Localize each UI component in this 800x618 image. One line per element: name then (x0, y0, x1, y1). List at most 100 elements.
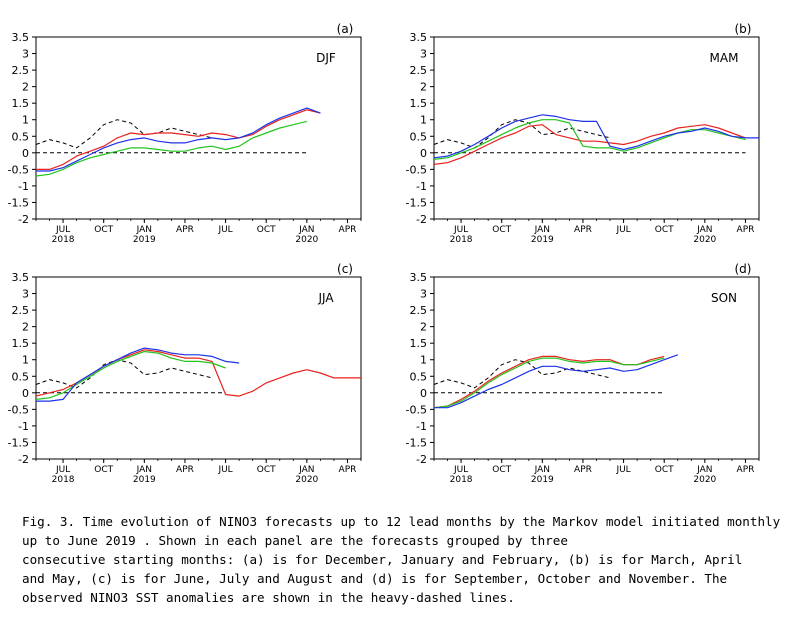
series-line-green (433, 357, 665, 409)
x-tick-label: JUL (453, 225, 468, 235)
x-year-label: 2020 (693, 235, 716, 245)
x-year-label: 2018 (450, 235, 473, 245)
panel-label: (a) (337, 22, 354, 36)
x-tick-label: JAN (136, 225, 152, 235)
panel-label: (c) (337, 262, 353, 276)
y-tick-label: -1 (18, 180, 29, 193)
y-tick-label: 1 (420, 354, 427, 367)
y-tick-label: -0.5 (406, 403, 427, 416)
y-tick-label: 3.5 (12, 271, 30, 284)
caption-line-3: consecutive starting months: (a) is for … (22, 552, 743, 567)
y-tick-label: 2.5 (12, 64, 30, 77)
x-tick-label: APR (339, 465, 357, 475)
nino3-forecast-figure: 3.5 3 2.5 2 1.5 1 0.5 0 -0.5 -1 -1.5 -2 JUL OCT JAN APR… (8, 22, 760, 485)
chart-panel-1: 3.5 3 2.5 2 1.5 1 0.5 0 -0.5 -1 -1.5 -2 JUL OCT JAN APR… (8, 22, 362, 245)
caption-line-5: observed NINO3 SST anomalies are shown i… (22, 590, 515, 605)
figure-caption: Fig. 3. Time evolution of NINO3 forecast… (22, 512, 792, 607)
series-line-green (433, 119, 746, 160)
x-tick-label: OCT (94, 225, 113, 235)
series-line-blue (36, 107, 321, 172)
x-tick-label: APR (737, 465, 755, 475)
y-tick-label: 2.5 (410, 64, 428, 77)
y-tick-label: 3 (420, 48, 427, 61)
series-line-red (35, 349, 361, 397)
y-tick-label: 0 (420, 147, 427, 160)
x-tick-label: JUL (615, 225, 630, 235)
x-year-label: 2020 (295, 235, 318, 245)
x-tick-label: APR (574, 225, 592, 235)
y-tick-label: 0.5 (12, 370, 30, 383)
x-tick-label: JAN (534, 465, 550, 475)
x-tick-label: JAN (136, 465, 152, 475)
y-tick-label: -2 (18, 453, 29, 466)
y-tick-label: 0 (420, 387, 427, 400)
series-line-observed (35, 359, 213, 389)
y-tick-label: 2.5 (12, 304, 30, 317)
x-year-label: 2020 (693, 475, 716, 485)
y-tick-label: 2 (420, 81, 427, 94)
y-tick-label: 0.5 (410, 130, 428, 143)
plot-frame (35, 36, 362, 220)
x-year-label: 2019 (133, 235, 156, 245)
x-tick-label: OCT (492, 465, 511, 475)
chart-panel-2: 3.5 3 2.5 2 1.5 1 0.5 0 -0.5 -1 -1.5 -2 JUL OCT JAN APR… (406, 22, 760, 245)
series-line-red (36, 109, 321, 170)
y-tick-label: -2 (416, 453, 427, 466)
y-tick-label: -1.5 (406, 196, 427, 209)
x-year-label: 2018 (52, 235, 75, 245)
x-tick-label: OCT (492, 225, 511, 235)
series-line-observed (35, 119, 213, 149)
x-tick-label: JUL (55, 465, 70, 475)
y-tick-label: 3 (22, 48, 29, 61)
y-tick-label: 3 (22, 288, 29, 301)
y-tick-label: -0.5 (8, 163, 29, 176)
chart-panel-3: 3.5 3 2.5 2 1.5 1 0.5 0 -0.5 -1 -1.5 -2 JUL OCT JAN APR… (8, 262, 362, 485)
x-tick-label: JAN (534, 225, 550, 235)
x-year-label: 2019 (531, 235, 554, 245)
x-tick-label: JAN (696, 465, 712, 475)
y-tick-label: 1 (420, 114, 427, 127)
series-line-blue (433, 114, 759, 159)
y-tick-label: 1.5 (410, 337, 428, 350)
x-tick-label: JUL (55, 225, 70, 235)
y-tick-label: 3.5 (12, 31, 30, 44)
caption-line-4: and May, (c) is for June, July and Augus… (22, 571, 728, 586)
x-tick-label: APR (176, 465, 194, 475)
season-label: JJA (317, 291, 334, 305)
y-tick-label: 0.5 (12, 130, 30, 143)
y-tick-label: -0.5 (8, 403, 29, 416)
y-tick-label: 2.5 (410, 304, 428, 317)
x-tick-label: OCT (655, 465, 674, 475)
y-tick-label: -1.5 (8, 436, 29, 449)
y-tick-label: -0.5 (406, 163, 427, 176)
x-tick-label: OCT (257, 465, 276, 475)
y-tick-label: -1 (18, 420, 29, 433)
series-line-red (433, 355, 665, 409)
y-tick-label: 3.5 (410, 271, 428, 284)
series-line-blue (36, 347, 240, 402)
x-year-label: 2020 (295, 475, 318, 485)
season-label: SON (711, 291, 737, 305)
chart-panel-4: 3.5 3 2.5 2 1.5 1 0.5 0 -0.5 -1 -1.5 -2 JUL OCT JAN APR… (406, 262, 760, 485)
plot-frame (35, 276, 362, 460)
x-tick-label: OCT (94, 465, 113, 475)
y-tick-label: -1 (416, 180, 427, 193)
y-tick-label: 0 (22, 387, 29, 400)
y-tick-label: 1 (22, 114, 29, 127)
x-tick-label: JAN (298, 225, 314, 235)
x-tick-label: JAN (696, 225, 712, 235)
season-label: DJF (316, 51, 336, 65)
y-tick-label: 3 (420, 288, 427, 301)
y-tick-label: -2 (18, 213, 29, 226)
x-tick-label: APR (176, 225, 194, 235)
y-tick-label: 0 (22, 147, 29, 160)
panel-label: (d) (735, 262, 752, 276)
season-label: MAM (710, 51, 739, 65)
series-line-observed (433, 119, 611, 149)
panel-label: (b) (735, 22, 752, 36)
y-tick-label: -1.5 (8, 196, 29, 209)
series-line-green (35, 120, 307, 177)
x-tick-label: APR (574, 465, 592, 475)
y-tick-label: 1 (22, 354, 29, 367)
y-tick-label: 2 (22, 321, 29, 334)
